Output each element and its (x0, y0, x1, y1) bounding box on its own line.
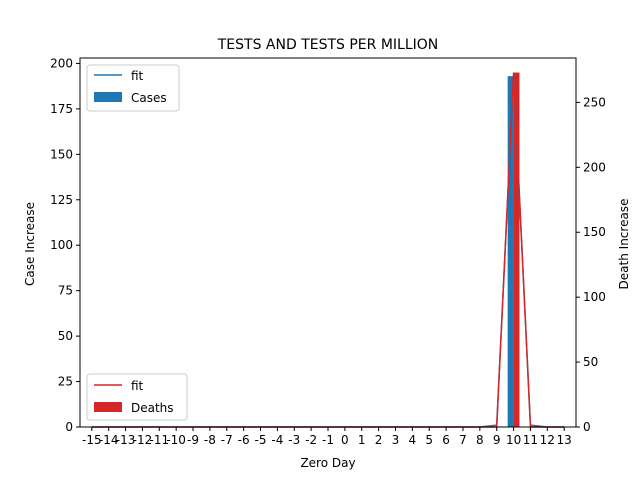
x-tick-label: -9 (187, 433, 199, 447)
x-tick-label: -6 (238, 433, 250, 447)
legend-top-cases-label: Cases (131, 91, 167, 105)
x-tick-label: 1 (358, 433, 366, 447)
y-axis-label: Case Increase (23, 202, 37, 286)
y2-tick-label: 150 (583, 225, 606, 239)
y-tick-label: 200 (50, 56, 73, 70)
x-tick-label: 13 (557, 433, 572, 447)
y-tick-label: 125 (50, 193, 73, 207)
x-tick-label: -2 (305, 433, 317, 447)
y2-tick-label: 0 (583, 420, 591, 434)
x-tick-label: 11 (523, 433, 538, 447)
x-tick-label: 12 (540, 433, 555, 447)
x-tick-label: 3 (392, 433, 400, 447)
y-tick-label: 0 (65, 420, 73, 434)
y-tick-label: 50 (58, 329, 73, 343)
x-tick-label: 2 (375, 433, 383, 447)
x-axis-label: Zero Day (300, 456, 355, 470)
y2-tick-label: 50 (583, 355, 598, 369)
x-tick-label: -3 (288, 433, 300, 447)
x-tick-label: -5 (255, 433, 267, 447)
y2-tick-label: 250 (583, 95, 606, 109)
bar-deaths-10 (513, 72, 520, 427)
y2-axis-label: Death Increase (617, 199, 631, 290)
legend-bottom-deaths-label: Deaths (131, 401, 174, 415)
legend-top: fit Cases (86, 64, 180, 112)
x-tick-label: 4 (409, 433, 417, 447)
x-tick-label: 7 (459, 433, 467, 447)
y-tick-label: 175 (50, 102, 73, 116)
y-tick-label: 75 (58, 284, 73, 298)
x-tick-label: 9 (493, 433, 501, 447)
x-tick-label: -4 (271, 433, 283, 447)
legend-bottom: fit Deaths (86, 373, 188, 421)
x-tick-label: -15 (82, 433, 102, 447)
plot-frame (79, 57, 577, 428)
y-tick-label: 150 (50, 147, 73, 161)
y2-tick-label: 100 (583, 290, 606, 304)
legend-bottom-deaths-swatch (94, 402, 122, 412)
y-axis-left: 0 25 50 75 100 125 150 175 200 (50, 56, 80, 434)
legend-top-fit-label: fit (131, 69, 144, 83)
bar-cases-10 (507, 76, 514, 428)
x-tick-label: -8 (204, 433, 216, 447)
y2-tick-label: 200 (583, 160, 606, 174)
x-tick-label: -12 (133, 433, 153, 447)
x-tick-label: -14 (99, 433, 119, 447)
x-axis: -15-14-13-12-11-10 -9 -8 -7 -6 -5 -4 -3 -2 -1 0 1 2 3… (82, 427, 572, 447)
y-tick-label: 25 (58, 375, 73, 389)
x-tick-label: -11 (149, 433, 169, 447)
x-tick-label: 8 (476, 433, 484, 447)
chart-title: TESTS AND TESTS PER MILLION (217, 37, 439, 53)
legend-top-cases-swatch (94, 92, 122, 102)
x-tick-label: -10 (166, 433, 186, 447)
x-tick-label: 0 (341, 433, 349, 447)
legend-bottom-fit-label: fit (131, 379, 144, 393)
y-axis-right: 0 50 100 150 200 250 (576, 95, 606, 434)
y-tick-label: 100 (50, 238, 73, 252)
x-tick-label: -7 (221, 433, 233, 447)
x-tick-label: 5 (425, 433, 433, 447)
x-tick-label: -13 (116, 433, 136, 447)
x-tick-label: 10 (506, 433, 521, 447)
x-tick-label: 6 (442, 433, 450, 447)
x-tick-label: -1 (322, 433, 334, 447)
